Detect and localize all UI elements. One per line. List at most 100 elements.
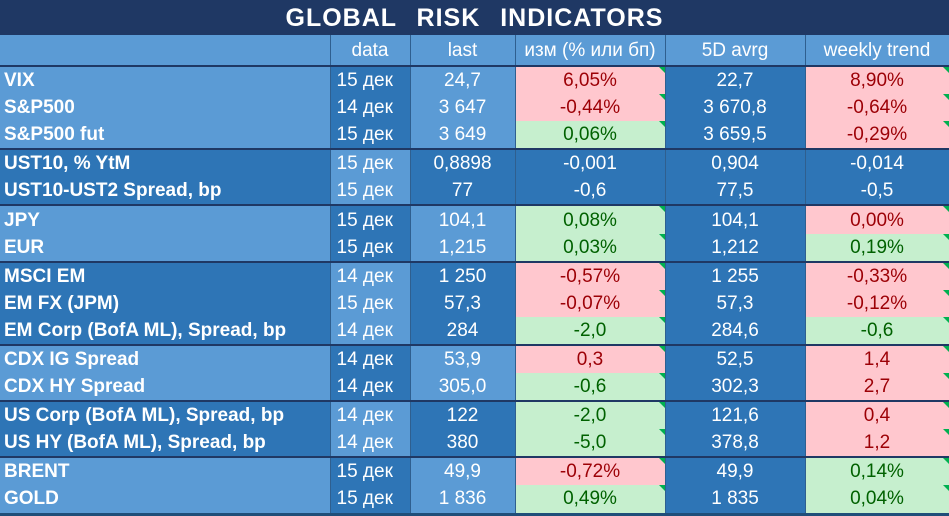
indicator-change: 0,3 xyxy=(515,343,666,374)
indicator-change: -0,001 xyxy=(515,148,666,178)
indicator-5d-avg: 0,904 xyxy=(665,148,806,178)
table-row: BRENT 15 дек 49,9 -0,72% 49,9 0,14% xyxy=(0,456,949,486)
table-row: JPY 15 дек 104,1 0,08% 104,1 0,00% xyxy=(0,204,949,234)
indicator-last: 3 647 xyxy=(410,94,516,122)
indicator-5d-avg: 1 255 xyxy=(665,260,806,290)
indicator-5d-avg: 3 659,5 xyxy=(665,121,806,150)
indicator-last: 1 250 xyxy=(410,260,516,290)
indicator-name: EM FX (JPM) xyxy=(0,289,331,317)
indicator-name: US HY (BofA ML), Spread, bp xyxy=(0,429,331,458)
indicator-last: 53,9 xyxy=(410,343,516,374)
indicator-change: -0,6 xyxy=(515,177,666,206)
table-header-row: data last изм (% или бп) 5D avrg weekly … xyxy=(0,35,949,67)
indicator-weekly-trend: 2,7 xyxy=(805,373,949,402)
indicator-date: 14 дек xyxy=(330,429,411,458)
indicator-name: JPY xyxy=(0,204,331,234)
indicator-name: UST10, % YtM xyxy=(0,148,331,178)
indicator-name: MSCI EM xyxy=(0,260,331,290)
indicator-change: 6,05% xyxy=(515,64,666,95)
table-row: MSCI EM 14 дек 1 250 -0,57% 1 255 -0,33% xyxy=(0,260,949,290)
table-row: VIX 15 дек 24,7 6,05% 22,7 8,90% xyxy=(0,64,949,95)
indicator-name: GOLD xyxy=(0,485,331,513)
indicator-date: 15 дек xyxy=(330,148,411,178)
indicator-last: 1 836 xyxy=(410,485,516,513)
indicator-weekly-trend: -0,6 xyxy=(805,316,949,345)
indicator-5d-avg: 77,5 xyxy=(665,177,806,206)
indicator-5d-avg: 121,6 xyxy=(665,400,806,430)
indicator-name: EM Corp (BofA ML), Spread, bp xyxy=(0,316,331,345)
indicator-weekly-trend: -0,29% xyxy=(805,121,949,150)
table-row: EM Corp (BofA ML), Spread, bp 14 дек 284 -2… xyxy=(0,316,949,345)
indicator-weekly-trend: 0,14% xyxy=(805,456,949,486)
indicator-change: 0,03% xyxy=(515,233,666,262)
indicator-5d-avg: 104,1 xyxy=(665,204,806,234)
table-row: EUR 15 дек 1,215 0,03% 1,212 0,19% xyxy=(0,233,949,262)
page-title: GLOBAL RISK INDICATORS xyxy=(0,0,949,35)
indicator-date: 15 дек xyxy=(330,121,411,150)
indicator-5d-avg: 3 670,8 xyxy=(665,94,806,122)
indicator-change: 0,06% xyxy=(515,121,666,150)
header-name xyxy=(0,35,331,67)
table-row: CDX HY Spread 14 дек 305,0 -0,6 302,3 2,7 xyxy=(0,373,949,402)
indicator-change: -0,44% xyxy=(515,94,666,122)
indicator-weekly-trend: 0,04% xyxy=(805,485,949,513)
indicator-last: 77 xyxy=(410,177,516,206)
indicator-weekly-trend: -0,12% xyxy=(805,289,949,317)
table-row: GOLD 15 дек 1 836 0,49% 1 835 0,04% xyxy=(0,485,949,513)
indicator-5d-avg: 302,3 xyxy=(665,373,806,402)
indicator-name: CDX IG Spread xyxy=(0,343,331,374)
indicator-name: BRENT xyxy=(0,456,331,486)
table-row: US Corp (BofA ML), Spread, bp 14 дек 122 -2… xyxy=(0,400,949,430)
indicator-last: 49,9 xyxy=(410,456,516,486)
indicator-last: 104,1 xyxy=(410,204,516,234)
indicators-table: data last изм (% или бп) 5D avrg weekly … xyxy=(0,35,949,513)
indicator-change: -0,72% xyxy=(515,456,666,486)
indicator-last: 1,215 xyxy=(410,233,516,262)
indicator-date: 15 дек xyxy=(330,485,411,513)
indicator-name: S&P500 fut xyxy=(0,121,331,150)
table-row: S&P500 14 дек 3 647 -0,44% 3 670,8 -0,64% xyxy=(0,94,949,122)
indicator-date: 15 дек xyxy=(330,233,411,262)
indicator-date: 15 дек xyxy=(330,456,411,486)
indicator-date: 14 дек xyxy=(330,373,411,402)
indicator-5d-avg: 52,5 xyxy=(665,343,806,374)
indicator-5d-avg: 284,6 xyxy=(665,316,806,345)
indicator-last: 57,3 xyxy=(410,289,516,317)
indicator-5d-avg: 378,8 xyxy=(665,429,806,458)
indicator-name: VIX xyxy=(0,64,331,95)
indicator-change: -2,0 xyxy=(515,316,666,345)
header-5d-avg: 5D avrg xyxy=(665,35,806,67)
table-row: S&P500 fut 15 дек 3 649 0,06% 3 659,5 -0,29% xyxy=(0,121,949,150)
indicator-change: 0,08% xyxy=(515,204,666,234)
indicator-date: 14 дек xyxy=(330,400,411,430)
indicator-weekly-trend: 1,2 xyxy=(805,429,949,458)
indicator-change: 0,49% xyxy=(515,485,666,513)
indicator-date: 14 дек xyxy=(330,316,411,345)
indicator-name: S&P500 xyxy=(0,94,331,122)
indicator-5d-avg: 1 835 xyxy=(665,485,806,513)
indicator-weekly-trend: 0,19% xyxy=(805,233,949,262)
indicator-change: -5,0 xyxy=(515,429,666,458)
indicator-name: US Corp (BofA ML), Spread, bp xyxy=(0,400,331,430)
indicator-weekly-trend: 8,90% xyxy=(805,64,949,95)
indicator-5d-avg: 1,212 xyxy=(665,233,806,262)
indicator-5d-avg: 22,7 xyxy=(665,64,806,95)
indicator-weekly-trend: -0,64% xyxy=(805,94,949,122)
indicator-weekly-trend: -0,014 xyxy=(805,148,949,178)
indicator-name: UST10-UST2 Spread, bp xyxy=(0,177,331,206)
indicator-date: 14 дек xyxy=(330,94,411,122)
indicator-name: EUR xyxy=(0,233,331,262)
table-row: UST10-UST2 Spread, bp 15 дек 77 -0,6 77,5 -0,… xyxy=(0,177,949,206)
indicator-last: 305,0 xyxy=(410,373,516,402)
indicator-last: 380 xyxy=(410,429,516,458)
indicator-last: 24,7 xyxy=(410,64,516,95)
indicator-name: CDX HY Spread xyxy=(0,373,331,402)
indicator-weekly-trend: -0,5 xyxy=(805,177,949,206)
indicator-weekly-trend: 0,00% xyxy=(805,204,949,234)
indicator-date: 15 дек xyxy=(330,177,411,206)
indicator-weekly-trend: 1,4 xyxy=(805,343,949,374)
indicator-last: 0,8898 xyxy=(410,148,516,178)
header-data: data xyxy=(330,35,411,67)
table-row: UST10, % YtM 15 дек 0,8898 -0,001 0,904 -0,01… xyxy=(0,148,949,178)
